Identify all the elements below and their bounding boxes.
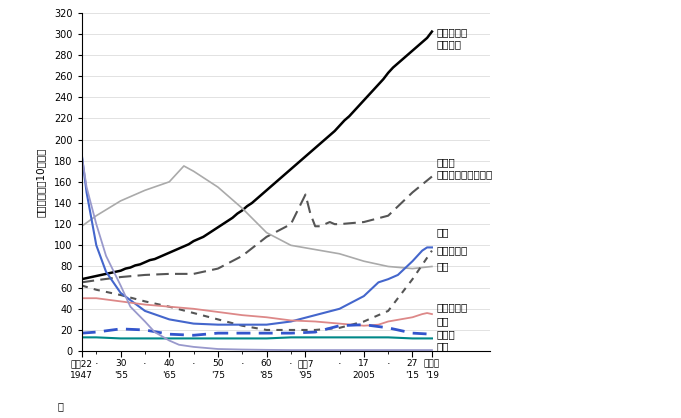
Text: 不慮の事故: 不慮の事故 (437, 302, 468, 312)
Text: 悪性新生物
＜腫瘻＞: 悪性新生物 ＜腫瘻＞ (437, 27, 468, 49)
Text: 脳血管疾患: 脳血管疾患 (437, 246, 468, 255)
Y-axis label: 死亡率（人口10万対）: 死亡率（人口10万対） (35, 147, 46, 217)
Text: 老衰: 老衰 (437, 228, 449, 237)
Text: 年: 年 (57, 401, 63, 411)
Text: 肝疾患: 肝疾患 (437, 329, 456, 339)
Text: 結核: 結核 (437, 341, 449, 351)
Text: 肺炎: 肺炎 (437, 262, 449, 271)
Text: 心疾患
（高血圧性を除く）: 心疾患 （高血圧性を除く） (437, 157, 493, 179)
Text: 自殺: 自殺 (437, 316, 449, 326)
